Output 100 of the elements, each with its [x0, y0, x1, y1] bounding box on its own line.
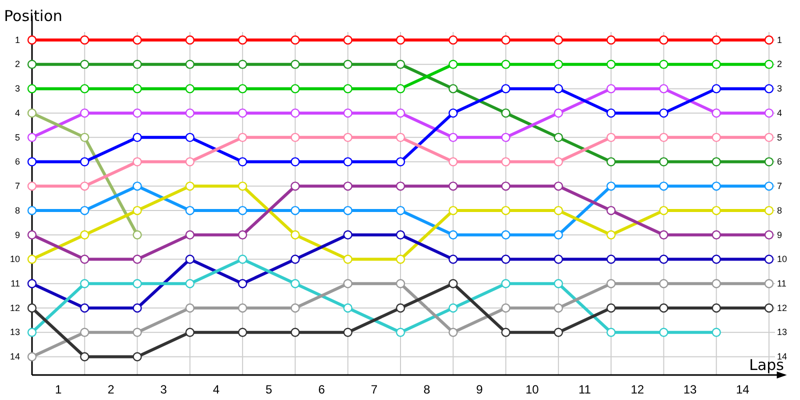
- point: [606, 157, 616, 166]
- point: [448, 303, 458, 313]
- point: [343, 84, 352, 94]
- point: [712, 182, 721, 191]
- y2-tick-label: 12: [777, 302, 788, 313]
- point: [501, 279, 510, 288]
- point: [764, 230, 774, 240]
- y-tick-label: 9: [14, 230, 20, 240]
- point: [132, 182, 142, 191]
- point: [80, 254, 90, 264]
- point: [343, 254, 352, 264]
- point: [290, 230, 300, 240]
- y-tick-label: 13: [10, 327, 20, 338]
- point: [448, 182, 458, 191]
- point: [396, 157, 406, 166]
- point: [238, 279, 248, 288]
- point: [712, 35, 721, 45]
- point: [80, 303, 90, 313]
- point: [80, 108, 90, 118]
- y-tick-label: 3: [14, 84, 20, 94]
- point: [764, 132, 774, 142]
- point: [764, 254, 774, 264]
- point: [396, 328, 406, 337]
- y2-tick-label: 10: [777, 254, 788, 264]
- point: [132, 303, 142, 313]
- point: [448, 60, 458, 69]
- point: [290, 108, 300, 118]
- point: [290, 60, 300, 69]
- point: [501, 254, 510, 264]
- point: [27, 157, 37, 166]
- point: [712, 303, 721, 313]
- point: [764, 108, 774, 118]
- point: [448, 157, 458, 166]
- point: [448, 84, 458, 94]
- point: [606, 132, 616, 142]
- point: [343, 182, 352, 191]
- point: [448, 254, 458, 264]
- point: [764, 303, 774, 313]
- point: [501, 303, 510, 313]
- point: [80, 328, 90, 337]
- point: [132, 84, 142, 94]
- point: [659, 279, 668, 288]
- point: [185, 303, 195, 313]
- point: [132, 132, 142, 142]
- point: [606, 230, 616, 240]
- x-tick-label: 3: [160, 382, 168, 397]
- point: [554, 279, 564, 288]
- point: [80, 182, 90, 191]
- point: [764, 157, 774, 166]
- point: [27, 132, 37, 142]
- point: [712, 206, 721, 216]
- y-tick-label: 7: [14, 181, 20, 192]
- y2-tick-label: 1: [777, 34, 782, 45]
- point: [501, 328, 510, 337]
- point: [659, 35, 668, 45]
- point: [185, 35, 195, 45]
- point: [132, 206, 142, 216]
- y2-tick-label: 13: [777, 327, 788, 338]
- point: [185, 230, 195, 240]
- point: [343, 206, 352, 216]
- point: [343, 132, 352, 142]
- y2-tick-label: 6: [777, 156, 782, 167]
- point: [238, 35, 248, 45]
- point: [185, 206, 195, 216]
- point: [554, 35, 564, 45]
- point: [712, 279, 721, 288]
- point: [290, 157, 300, 166]
- point: [712, 132, 721, 142]
- point: [185, 84, 195, 94]
- point: [554, 206, 564, 216]
- point: [396, 254, 406, 264]
- point: [448, 35, 458, 45]
- point: [712, 157, 721, 166]
- point: [554, 182, 564, 191]
- point: [606, 279, 616, 288]
- point: [659, 108, 668, 118]
- point: [501, 132, 510, 142]
- point: [712, 328, 721, 337]
- point: [501, 206, 510, 216]
- point: [606, 206, 616, 216]
- point: [343, 279, 352, 288]
- point: [132, 352, 142, 362]
- x-tick-label: 6: [318, 382, 326, 397]
- point: [238, 303, 248, 313]
- point: [448, 108, 458, 118]
- point: [659, 254, 668, 264]
- point: [238, 157, 248, 166]
- point: [554, 303, 564, 313]
- point: [396, 303, 406, 313]
- point: [27, 352, 37, 362]
- point: [132, 60, 142, 69]
- point: [80, 84, 90, 94]
- point: [185, 279, 195, 288]
- point: [27, 279, 37, 288]
- point: [80, 157, 90, 166]
- point: [80, 352, 90, 362]
- point: [132, 157, 142, 166]
- point: [606, 303, 616, 313]
- point: [238, 182, 248, 191]
- point: [27, 35, 37, 45]
